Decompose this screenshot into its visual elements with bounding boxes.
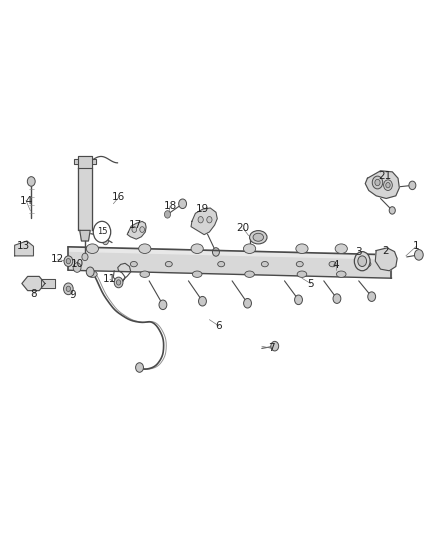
Circle shape [358, 256, 367, 266]
Ellipse shape [335, 244, 347, 254]
Circle shape [295, 295, 303, 304]
Ellipse shape [329, 262, 336, 266]
Circle shape [368, 292, 376, 302]
Text: 4: 4 [333, 261, 339, 270]
Text: 6: 6 [215, 321, 223, 331]
Circle shape [198, 296, 206, 306]
Text: 3: 3 [355, 247, 362, 256]
Circle shape [86, 267, 94, 277]
Circle shape [159, 300, 167, 310]
Text: 9: 9 [69, 290, 76, 300]
Circle shape [179, 199, 187, 208]
Circle shape [66, 259, 71, 264]
Text: 5: 5 [307, 279, 314, 288]
Ellipse shape [165, 262, 172, 266]
Circle shape [198, 216, 203, 223]
Text: 16: 16 [112, 192, 125, 203]
Polygon shape [41, 279, 55, 288]
Text: 14: 14 [19, 196, 33, 206]
Polygon shape [14, 241, 33, 256]
Ellipse shape [296, 262, 303, 266]
Ellipse shape [296, 244, 308, 254]
Polygon shape [74, 159, 78, 164]
Text: 13: 13 [17, 241, 30, 251]
Text: 15: 15 [97, 228, 107, 237]
Ellipse shape [250, 231, 267, 244]
Ellipse shape [192, 271, 202, 277]
Ellipse shape [88, 271, 97, 277]
Text: 20: 20 [237, 223, 250, 233]
Text: 18: 18 [163, 201, 177, 211]
Polygon shape [78, 157, 92, 168]
Text: 2: 2 [382, 246, 389, 255]
Ellipse shape [218, 262, 225, 266]
Ellipse shape [131, 262, 138, 266]
Circle shape [27, 176, 35, 186]
Circle shape [132, 227, 137, 232]
Circle shape [114, 277, 123, 288]
Circle shape [384, 180, 392, 190]
Polygon shape [68, 247, 392, 259]
Circle shape [117, 280, 121, 285]
Circle shape [409, 181, 416, 190]
Ellipse shape [261, 262, 268, 266]
Circle shape [97, 231, 104, 240]
Circle shape [140, 227, 145, 232]
Ellipse shape [244, 244, 256, 254]
Ellipse shape [245, 271, 254, 277]
Circle shape [164, 211, 170, 218]
Ellipse shape [139, 244, 151, 254]
Circle shape [64, 256, 73, 266]
Text: 10: 10 [71, 260, 84, 269]
Text: 19: 19 [196, 204, 209, 214]
Circle shape [93, 221, 111, 243]
Text: 21: 21 [378, 171, 392, 181]
Circle shape [212, 248, 219, 256]
Ellipse shape [253, 233, 264, 241]
Text: 1: 1 [413, 241, 420, 251]
Circle shape [271, 341, 279, 351]
Circle shape [73, 263, 81, 272]
Text: 8: 8 [30, 289, 37, 299]
Ellipse shape [336, 271, 346, 277]
Text: 7: 7 [268, 343, 275, 353]
Ellipse shape [86, 244, 99, 254]
Circle shape [372, 176, 383, 189]
Circle shape [389, 207, 396, 214]
Circle shape [207, 216, 212, 223]
Polygon shape [127, 221, 146, 239]
Circle shape [64, 283, 73, 295]
Text: 17: 17 [128, 220, 142, 230]
Circle shape [66, 286, 71, 292]
Polygon shape [365, 171, 399, 198]
Polygon shape [22, 277, 45, 290]
Circle shape [136, 363, 144, 372]
Ellipse shape [191, 244, 203, 254]
Circle shape [386, 182, 390, 188]
Text: 11: 11 [103, 274, 117, 284]
Circle shape [333, 294, 341, 303]
Circle shape [354, 252, 370, 271]
Circle shape [102, 237, 109, 245]
Circle shape [375, 179, 380, 185]
Ellipse shape [140, 271, 150, 277]
Circle shape [82, 253, 88, 261]
Circle shape [414, 249, 423, 260]
Polygon shape [78, 168, 92, 230]
Polygon shape [80, 230, 90, 241]
Ellipse shape [297, 271, 307, 277]
Text: 12: 12 [51, 254, 64, 264]
Polygon shape [68, 247, 392, 278]
Circle shape [244, 298, 251, 308]
Polygon shape [191, 208, 217, 235]
Polygon shape [92, 159, 96, 164]
Polygon shape [375, 248, 397, 271]
Ellipse shape [364, 262, 371, 266]
